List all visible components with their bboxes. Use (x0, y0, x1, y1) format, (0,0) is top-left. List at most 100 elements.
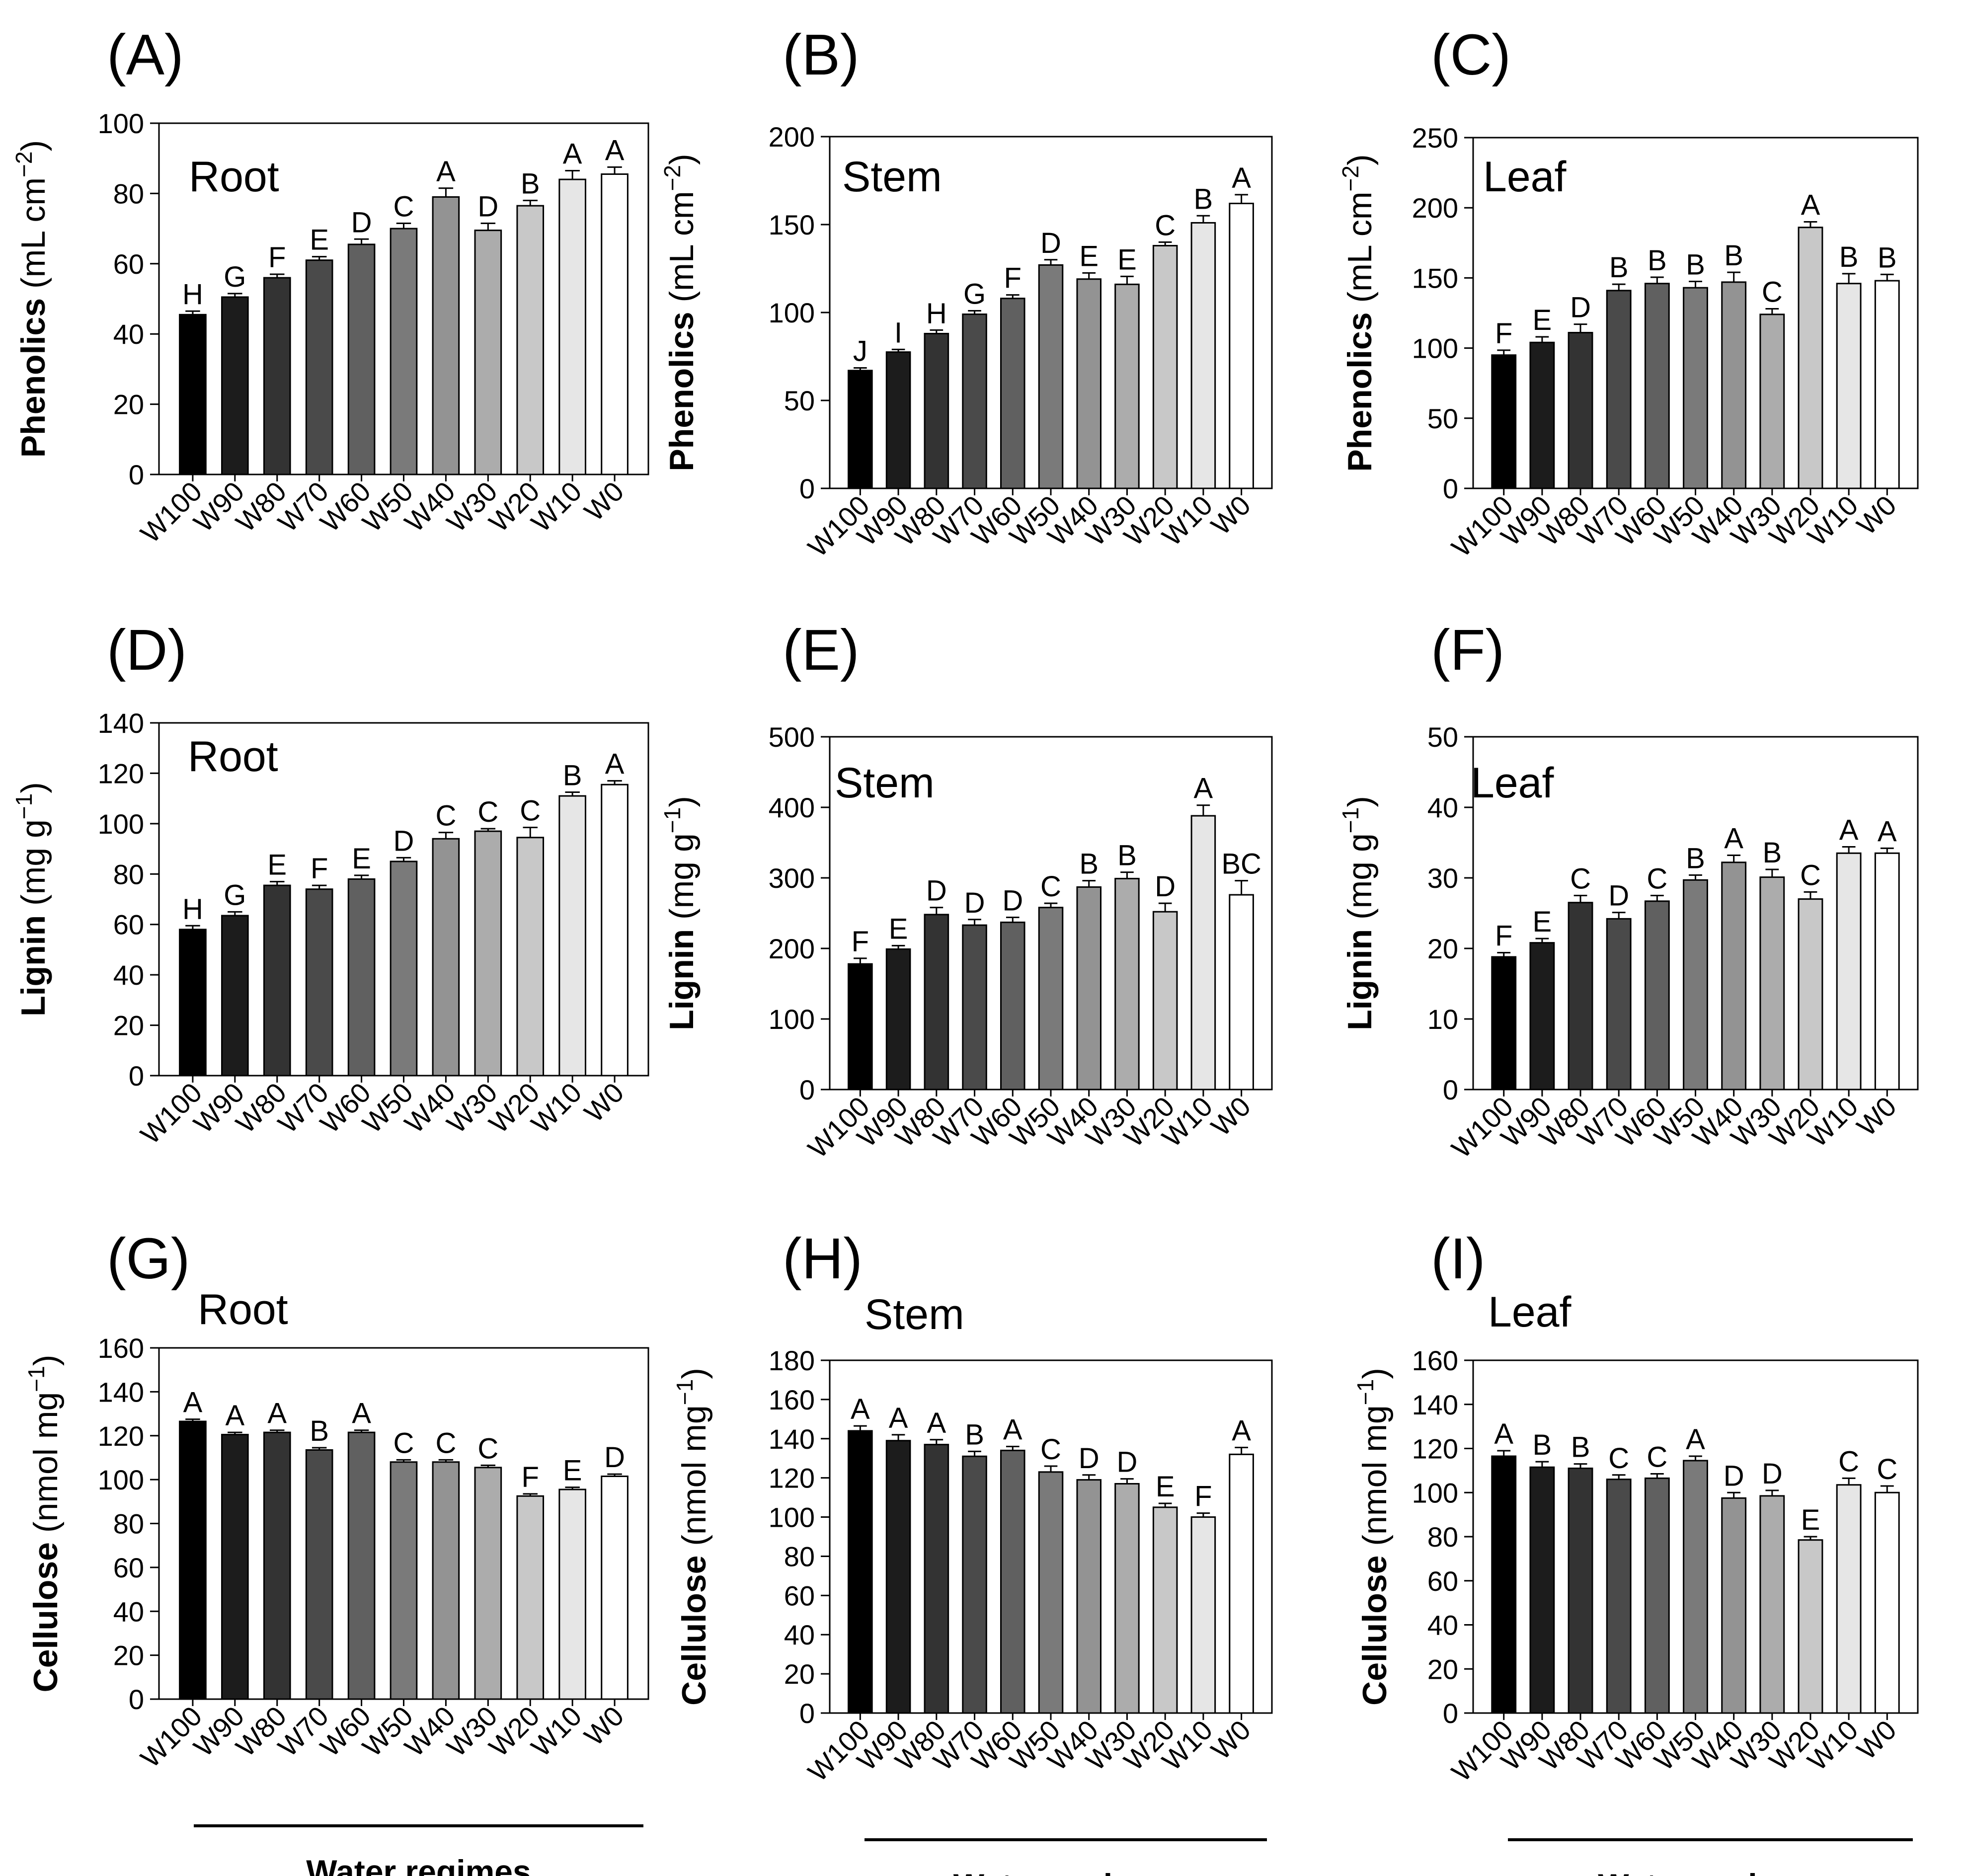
panel-a-sig-letter-w10: A (563, 138, 582, 170)
panel-d-ytick-label: 100 (98, 808, 144, 840)
panel-i-sig-letter-w100: A (1494, 1418, 1513, 1450)
panel-d-bar-w70 (305, 888, 333, 1077)
panel-d-ylabel-unit: (mg g (14, 819, 52, 915)
panel-i-ylabel-exponent: −1 (1352, 1379, 1378, 1405)
panel-i-bar-w40 (1721, 1497, 1747, 1714)
panel-b-ytick-label: 0 (799, 473, 815, 504)
panel-h-sig-letter-w60: A (1003, 1414, 1022, 1446)
panel-g-bar-w60 (347, 1431, 376, 1700)
panel-i-sig-letter-w70: C (1608, 1442, 1629, 1475)
panel-g-ytick-label: 80 (113, 1508, 144, 1540)
panel-a-sig-letter-w20: B (521, 168, 540, 200)
panel-e-xtick-label-w0: W0 (1205, 1091, 1257, 1142)
panel-d-ylabel-quantity: Lignin (14, 915, 52, 1016)
panel-e-bar-w0 (1229, 894, 1254, 1091)
panel-e-sig-letter-w40: B (1079, 848, 1099, 880)
panel-e-bar-w10 (1190, 815, 1216, 1091)
panel-d-bar-w60 (347, 878, 376, 1077)
panel-g-letter: (G) (107, 1226, 190, 1291)
panel-g-title: Root (198, 1286, 288, 1333)
panel-a-ytick-label: 60 (113, 248, 144, 280)
panel-c-ylabel-quantity: Phenolics (1341, 312, 1379, 471)
panel-b-bar-w80 (924, 332, 949, 489)
panel-a-ytick-label: 80 (113, 178, 144, 209)
panel-g-ytick-label: 0 (129, 1684, 144, 1715)
panel-a-ylabel-close: ) (14, 140, 52, 152)
panel-c-sig-letter-w70: B (1609, 251, 1629, 284)
panel-h-ylabel-unit: (nmol mg (675, 1405, 713, 1555)
panel-f-bar-w50 (1683, 879, 1708, 1091)
panel-c-bar-w50 (1683, 287, 1708, 489)
panel-d-ylabel: Lignin (mg g−1) (11, 782, 52, 1016)
panel-c-sig-letter-w80: D (1570, 292, 1591, 324)
panel-g-group-label: Water regimes (306, 1853, 531, 1876)
panel-a-bar-w90 (221, 296, 249, 475)
panel-i-bar-w0 (1874, 1491, 1900, 1714)
panel-c-sig-letter-w50: B (1686, 248, 1705, 281)
panel-a-sig-letter-w70: E (310, 224, 329, 256)
panel-d-bar-w90 (221, 915, 249, 1077)
panel-b-sig-letter-w20: C (1155, 209, 1176, 241)
panel-b-sig-letter-w10: B (1194, 183, 1213, 215)
panel-e-bar-w20 (1152, 911, 1178, 1091)
panel-e-bar-w60 (1000, 921, 1025, 1091)
panel-f-bar-w30 (1759, 876, 1785, 1091)
panel-e-letter: (E) (783, 618, 860, 682)
panel-e-bar-w30 (1114, 877, 1140, 1091)
panel-a-bar-w60 (347, 243, 376, 475)
panel-c-xtick-label-w0: W0 (1851, 489, 1902, 541)
panel-b-sig-letter-w80: H (926, 297, 947, 329)
panel-e-sig-letter-w70: D (964, 887, 985, 919)
panel-e-ytick-label: 100 (769, 1004, 815, 1035)
panel-c-ytick-label: 200 (1412, 192, 1458, 224)
panel-a-letter: (A) (107, 22, 184, 87)
panel-f-ylabel-close: ) (1341, 796, 1379, 807)
panel-a-bar-w40 (432, 196, 460, 475)
panel-b-sig-letter-w90: I (894, 316, 902, 349)
panel-h-sig-letter-w30: D (1117, 1446, 1138, 1479)
panel-d: (D) Root 0 20 40 60 80 100 120 140 Lignin (mg g−1)… (11, 618, 649, 1150)
panel-g-bar-w50 (390, 1461, 418, 1700)
panel-h-ylabel: Cellulose (nmol mg−1) (672, 1368, 713, 1706)
panel-f-sig-letter-w40: A (1724, 823, 1743, 855)
panel-c-sig-letter-w0: B (1878, 241, 1897, 274)
panel-a-bar-w30 (474, 230, 502, 475)
panel-g-ytick-label: 20 (113, 1640, 144, 1671)
panel-c: (C) Leaf 0 50 100 150 200 250 Phenolics (mL cm−2… (1337, 22, 1919, 563)
panel-d-ylabel-exponent: −1 (11, 793, 37, 819)
panel-a-bar-w20 (516, 205, 545, 475)
panel-f-bar-w90 (1529, 942, 1555, 1091)
panel-g-sig-letter-w0: D (604, 1441, 625, 1474)
panel-f-ylabel: Lignin (mg g−1) (1337, 796, 1379, 1030)
panel-f-letter: (F) (1431, 618, 1504, 682)
panel-a-xtick-label-w10: W10 (525, 475, 588, 538)
panel-b-bar-w70 (962, 313, 987, 489)
panel-b-bar-w50 (1038, 264, 1064, 489)
panel-b-ytick-label: 100 (769, 297, 815, 328)
panel-c-bar-w100 (1491, 354, 1517, 489)
panel-g-ytick-label: 60 (113, 1552, 144, 1583)
panel-f-ytick-label: 20 (1427, 933, 1458, 964)
panel-h-sig-letter-w50: C (1040, 1433, 1061, 1466)
panel-i-bar-w30 (1759, 1495, 1785, 1714)
panel-c-bar-w60 (1644, 283, 1670, 489)
panel-b-bar-w30 (1114, 283, 1140, 489)
panel-g-xtick-label-w0: W0 (578, 1700, 630, 1752)
panel-c-ylabel-exponent: −2 (1337, 165, 1363, 191)
panel-f-sig-letter-w70: D (1608, 880, 1629, 912)
panel-g-ylabel: Cellulose (nmol mg−1) (23, 1355, 65, 1693)
panel-a-sig-letter-w0: A (605, 134, 625, 166)
panel-b-ytick-label: 50 (784, 385, 815, 416)
panel-f-sig-letter-w60: C (1647, 863, 1667, 895)
panel-i-ytick-label: 140 (1412, 1389, 1458, 1420)
panel-d-sig-letter-w60: E (352, 843, 371, 875)
panel-d-ylabel-close: ) (14, 782, 52, 793)
panel-d-sig-letter-w30: C (477, 796, 498, 828)
panel-d-ytick-label: 120 (98, 758, 144, 789)
panel-i-ytick-label: 40 (1427, 1610, 1458, 1641)
panel-a-title: Root (189, 153, 279, 201)
panel-g-bar-w100 (179, 1420, 207, 1700)
panel-e-ylabel: Lignin (mg g−1) (659, 796, 701, 1030)
panel-f-sig-letter-w10: A (1839, 814, 1859, 847)
